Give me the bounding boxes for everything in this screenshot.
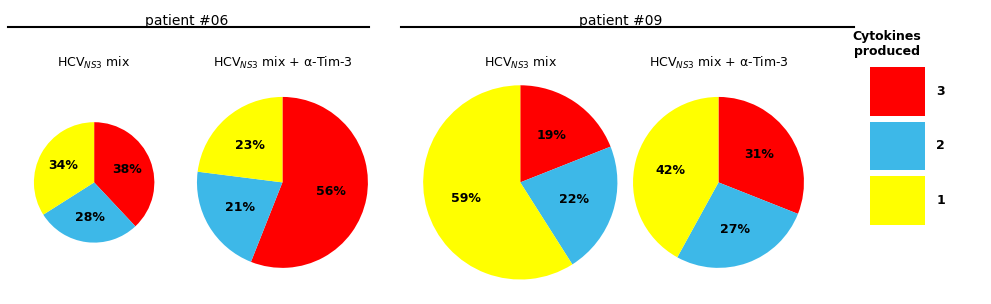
Text: 3: 3 <box>936 85 945 98</box>
Text: 34%: 34% <box>49 159 78 172</box>
Text: HCV$_{NS3}$ mix: HCV$_{NS3}$ mix <box>484 55 557 71</box>
Wedge shape <box>44 182 136 243</box>
Text: 2: 2 <box>936 140 945 152</box>
Text: 28%: 28% <box>75 211 105 223</box>
Wedge shape <box>520 147 617 264</box>
Text: 59%: 59% <box>451 192 481 205</box>
Wedge shape <box>34 122 94 215</box>
Bar <box>870 176 925 225</box>
Text: 23%: 23% <box>235 139 265 152</box>
Wedge shape <box>633 97 718 257</box>
Bar <box>870 122 925 170</box>
Wedge shape <box>677 182 798 268</box>
Wedge shape <box>423 85 573 279</box>
Text: patient #06: patient #06 <box>145 14 228 28</box>
Text: HCV$_{NS3}$ mix: HCV$_{NS3}$ mix <box>57 55 131 71</box>
Text: HCV$_{NS3}$ mix + α-Tim-3: HCV$_{NS3}$ mix + α-Tim-3 <box>649 55 788 71</box>
Text: patient #09: patient #09 <box>579 14 662 28</box>
Bar <box>870 67 925 116</box>
Text: 38%: 38% <box>112 163 142 176</box>
Wedge shape <box>94 122 155 226</box>
Text: 31%: 31% <box>744 148 774 161</box>
Text: 27%: 27% <box>720 223 750 236</box>
Wedge shape <box>251 97 368 268</box>
Wedge shape <box>197 172 282 262</box>
Text: HCV$_{NS3}$ mix + α-Tim-3: HCV$_{NS3}$ mix + α-Tim-3 <box>213 55 352 71</box>
Text: 22%: 22% <box>559 193 589 206</box>
Text: 21%: 21% <box>225 201 255 214</box>
Wedge shape <box>718 97 804 214</box>
Text: 42%: 42% <box>655 164 686 177</box>
Text: 56%: 56% <box>316 185 346 198</box>
Text: 1: 1 <box>936 194 945 207</box>
Wedge shape <box>197 97 282 182</box>
Text: Cytokines
produced: Cytokines produced <box>852 30 922 58</box>
Text: 19%: 19% <box>537 129 567 142</box>
Wedge shape <box>520 85 610 182</box>
